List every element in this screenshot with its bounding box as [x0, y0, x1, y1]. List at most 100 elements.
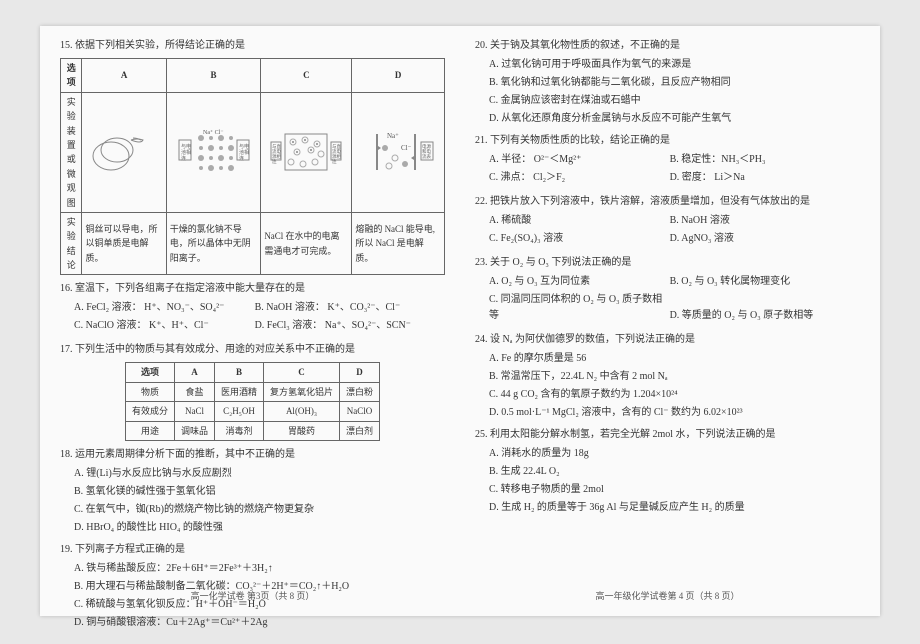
q15-diag-c: 与直 流电 源相 连: [261, 92, 352, 212]
q18-stem: 18. 运用元素周期律分析下面的推断，其中不正确的是: [60, 447, 445, 463]
q17-r1-1: 食盐: [174, 382, 214, 401]
q21-b: B. 稳定性：NH₃＜PH₃: [670, 154, 766, 165]
q16-d: D. FeCl₃ 溶液： Na⁺、SO₄²⁻、SCN⁻: [255, 320, 411, 331]
page-3: 15. 依据下列相关实验，所得结论正确的是 选项 A B C D 实验装置或微观…: [60, 38, 445, 604]
q16-b: B. NaOH 溶液： K⁺、CO₃²⁻、Cl⁻: [255, 302, 401, 313]
q17-r3-1: 调味品: [174, 421, 214, 440]
q24-a: A. Fe 的摩尔质量是 56: [489, 351, 860, 367]
q17-r2-0: 有效成分: [125, 402, 174, 421]
q18-a: A. 锂(Li)与水反应比钠与水反应剧烈: [74, 466, 445, 482]
q17-r2-3: Al(OH)₃: [264, 402, 340, 421]
q20-d: D. 从氧化还原角度分析金属钠与水反应不可能产生氧气: [489, 111, 860, 127]
svg-text:与电: 与电: [181, 143, 191, 150]
q15-diag-a: [82, 92, 166, 212]
q22-stem: 22. 把铁片放入下列溶液中，铁片溶解，溶液质量增加，但没有气体放出的是: [475, 194, 860, 210]
q22-b: B. NaOH 溶液: [670, 215, 730, 226]
q17-h1: A: [174, 363, 214, 382]
q21-c: C. 沸点： Cl₂＞F₂: [489, 170, 667, 186]
svg-text:池相: 池相: [181, 149, 191, 156]
q22-a: A. 稀硫酸: [489, 213, 667, 229]
q20-a: A. 过氧化钠可用于呼吸面具作为氧气的来源是: [489, 57, 860, 73]
q15-h4: D: [352, 59, 445, 93]
q20-c: C. 金属钠应该密封在煤油或石蜡中: [489, 93, 860, 109]
q22-c: C. Fe₂(SO₄)₃ 溶液: [489, 231, 667, 247]
svg-text:Cl⁻: Cl⁻: [401, 144, 412, 152]
q17-r1-3: 复方氢氧化铝片: [264, 382, 340, 401]
q21-d: D. 密度： Li＞Na: [670, 172, 745, 183]
exam-paper: 15. 依据下列相关实验，所得结论正确的是 选项 A B C D 实验装置或微观…: [40, 26, 880, 616]
q23-stem: 23. 关于 O₂ 与 O₃ 下列说法正确的是: [475, 255, 860, 271]
q15-diag-b: 与电 池相 连 Na⁺ Cl⁻: [166, 92, 261, 212]
q18-c: C. 在氧气中，铷(Rb)的燃烧产物比钠的燃烧产物更复杂: [74, 502, 445, 518]
q21-stem: 21. 下列有关物质性质的比较，结论正确的是: [475, 133, 860, 149]
question-24: 24. 设 Nₐ 为阿伏伽德罗的数值，下列说法正确的是 A. Fe 的摩尔质量是…: [475, 332, 860, 421]
question-21: 21. 下列有关物质性质的比较，结论正确的是 A. 半径： O²⁻＜Mg²⁺ B…: [475, 133, 860, 188]
q17-r1-0: 物质: [125, 382, 174, 401]
q18-b: B. 氢氧化镁的碱性强于氢氧化铝: [74, 484, 445, 500]
footer-right: 高一年级化学试卷第 4 页（共 8 页）: [475, 589, 860, 602]
q17-r2-4: NaClO: [340, 402, 380, 421]
q17-h2: B: [214, 363, 263, 382]
q15-conc-a: 铜丝可以导电，所以铜单质是电解质。: [82, 212, 166, 275]
question-19: 19. 下列离子方程式正确的是 A. 铁与稀盐酸反应：2Fe＋6H⁺＝2Fe³⁺…: [60, 542, 445, 631]
svg-text:Na⁺: Na⁺: [387, 132, 399, 140]
q17-stem: 17. 下列生活中的物质与其有效成分、用途的对应关系中不正确的是: [60, 342, 445, 358]
svg-text:连: 连: [332, 158, 337, 165]
q17-r2-1: NaCl: [174, 402, 214, 421]
q16-a: A. FeCl₂ 溶液： H⁺、NO₃⁻、SO₄²⁻: [74, 300, 252, 316]
q17-r1-4: 漂白粉: [340, 382, 380, 401]
q15-conc-label: 实验结论: [61, 212, 82, 275]
q17-h4: D: [340, 363, 380, 382]
footer-left: 高一化学试卷 第3页（共 8 页）: [60, 589, 445, 602]
q24-stem: 24. 设 Nₐ 为阿伏伽德罗的数值，下列说法正确的是: [475, 332, 860, 348]
svg-text:流表: 流表: [422, 153, 431, 160]
q19-a: A. 铁与稀盐酸反应：2Fe＋6H⁺＝2Fe³⁺＋3H₂↑: [74, 561, 445, 577]
svg-text:连: 连: [239, 155, 244, 162]
q19-d: D. 铜与硝酸银溶液：Cu＋2Ag⁺＝Cu²⁺＋2Ag: [74, 615, 445, 631]
question-15: 15. 依据下列相关实验，所得结论正确的是 选项 A B C D 实验装置或微观…: [60, 38, 445, 275]
q15-h1: A: [82, 59, 166, 93]
svg-text:连: 连: [181, 155, 186, 162]
q15-h2: B: [166, 59, 261, 93]
q24-d: D. 0.5 mol·L⁻¹ MgCl₂ 溶液中，含有的 Cl⁻ 数约为 6.0…: [489, 405, 860, 421]
svg-text:与电: 与电: [239, 143, 249, 150]
q16-stem: 16. 室温下，下列各组离子在指定溶液中能大量存在的是: [60, 281, 445, 297]
q25-b: B. 生成 22.4L O₂: [489, 464, 860, 480]
molten-nacl-diagram-icon: Na⁺ Cl⁻ 电源 和电 流表: [359, 128, 437, 176]
q15-diag-label: 实验装置或微观图: [61, 92, 82, 212]
question-18: 18. 运用元素周期律分析下面的推断，其中不正确的是 A. 锂(Li)与水反应比…: [60, 447, 445, 536]
q25-a: A. 消耗水的质量为 18g: [489, 446, 860, 462]
q15-stem: 15. 依据下列相关实验，所得结论正确的是: [60, 38, 445, 54]
q21-a: A. 半径： O²⁻＜Mg²⁺: [489, 152, 667, 168]
q24-c: C. 44 g CO₂ 含有的氧原子数约为 1.204×10²⁴: [489, 387, 860, 403]
q25-stem: 25. 利用太阳能分解水制氢，若完全光解 2mol 水，下列说法正确的是: [475, 427, 860, 443]
q15-h0: 选项: [61, 59, 82, 93]
q19-stem: 19. 下列离子方程式正确的是: [60, 542, 445, 558]
q17-r3-2: 消毒剂: [214, 421, 263, 440]
q17-h3: C: [264, 363, 340, 382]
page-4: 20. 关于钠及其氧化物性质的叙述，不正确的是 A. 过氧化钠可用于呼吸面具作为…: [475, 38, 860, 604]
q25-d: D. 生成 H₂ 的质量等于 36g Al 与足量碱反应产生 H₂ 的质量: [489, 500, 860, 516]
q23-c: C. 同温同压同体积的 O₂ 与 O₃ 质子数相等: [489, 292, 667, 324]
q17-r3-4: 漂白剂: [340, 421, 380, 440]
q17-r3-0: 用途: [125, 421, 174, 440]
nacl-water-diagram-icon: 与直 流电 源相 连: [267, 128, 345, 176]
q17-r3-3: 胃酸药: [264, 421, 340, 440]
q15-conc-c: NaCl 在水中的电离需通电才可完成。: [261, 212, 352, 275]
q22-d: D. AgNO₃ 溶液: [670, 233, 734, 244]
q15-h3: C: [261, 59, 352, 93]
question-20: 20. 关于钠及其氧化物性质的叙述，不正确的是 A. 过氧化钠可用于呼吸面具作为…: [475, 38, 860, 127]
q16-c: C. NaClO 溶液： K⁺、H⁺、Cl⁻: [74, 318, 252, 334]
q15-diag-d: Na⁺ Cl⁻ 电源 和电 流表: [352, 92, 445, 212]
q18-d: D. HBrO₄ 的酸性比 HIO₄ 的酸性强: [74, 520, 445, 536]
svg-text:池相: 池相: [239, 149, 249, 156]
copper-wire-diagram-icon: [89, 128, 159, 176]
q24-b: B. 常温常压下，22.4L N₂ 中含有 2 mol Nₐ: [489, 369, 860, 385]
svg-text:连: 连: [272, 158, 277, 165]
q15-conc-d: 熔融的 NaCl 能导电,所以 NaCl 是电解质。: [352, 212, 445, 275]
question-17: 17. 下列生活中的物质与其有效成分、用途的对应关系中不正确的是 选项 A B …: [60, 342, 445, 441]
question-23: 23. 关于 O₂ 与 O₃ 下列说法正确的是 A. O₂ 与 O₃ 互为同位素…: [475, 255, 860, 326]
q17-r2-2: C₂H₅OH: [214, 402, 263, 421]
q20-b: B. 氧化钠和过氧化钠都能与二氧化碳，且反应产物相同: [489, 75, 860, 91]
svg-text:Na⁺ Cl⁻: Na⁺ Cl⁻: [203, 129, 224, 136]
